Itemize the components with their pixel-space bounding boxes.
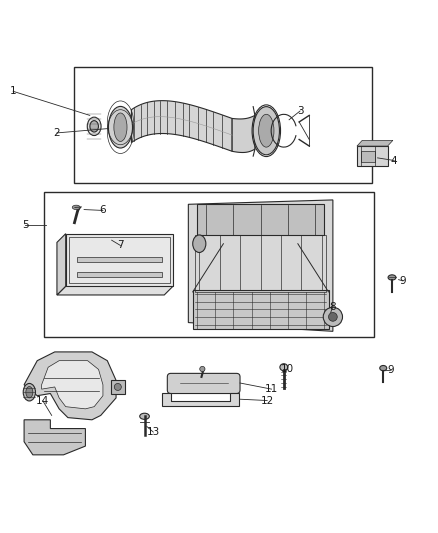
Polygon shape: [357, 146, 388, 166]
Text: 2: 2: [53, 128, 60, 138]
FancyBboxPatch shape: [77, 272, 162, 278]
Text: 5: 5: [22, 220, 29, 230]
Text: 4: 4: [391, 156, 398, 166]
Polygon shape: [57, 286, 173, 295]
Text: 7: 7: [117, 240, 124, 251]
Ellipse shape: [388, 275, 396, 280]
Text: 9: 9: [388, 365, 395, 375]
Polygon shape: [162, 393, 239, 406]
Polygon shape: [24, 420, 85, 455]
Text: 8: 8: [329, 302, 336, 312]
Text: 1: 1: [10, 86, 17, 96]
Text: 14: 14: [36, 396, 49, 406]
Ellipse shape: [87, 117, 101, 135]
Text: 9: 9: [399, 276, 406, 286]
Ellipse shape: [140, 413, 149, 419]
Polygon shape: [188, 200, 333, 332]
FancyBboxPatch shape: [167, 374, 240, 393]
Ellipse shape: [193, 235, 206, 253]
Polygon shape: [66, 233, 173, 286]
Polygon shape: [24, 352, 116, 420]
Text: 3: 3: [297, 106, 304, 116]
Polygon shape: [42, 361, 103, 409]
Polygon shape: [357, 140, 393, 146]
Ellipse shape: [114, 113, 127, 141]
Circle shape: [323, 307, 343, 327]
Polygon shape: [131, 101, 232, 151]
Ellipse shape: [90, 120, 99, 132]
Ellipse shape: [253, 107, 279, 155]
Text: 10: 10: [280, 365, 293, 374]
FancyBboxPatch shape: [77, 257, 162, 262]
Ellipse shape: [258, 114, 274, 147]
Circle shape: [328, 312, 337, 321]
Ellipse shape: [72, 205, 80, 209]
Ellipse shape: [108, 107, 132, 148]
FancyBboxPatch shape: [193, 290, 328, 329]
Ellipse shape: [23, 383, 35, 401]
FancyBboxPatch shape: [74, 67, 372, 183]
Text: 11: 11: [265, 384, 278, 394]
Polygon shape: [57, 233, 66, 295]
Text: 12: 12: [261, 395, 274, 406]
Text: 6: 6: [99, 205, 106, 215]
Ellipse shape: [280, 364, 288, 371]
Circle shape: [200, 366, 205, 372]
Ellipse shape: [26, 386, 33, 398]
Ellipse shape: [380, 366, 387, 371]
FancyBboxPatch shape: [197, 204, 324, 235]
Polygon shape: [232, 115, 255, 152]
FancyBboxPatch shape: [44, 192, 374, 336]
FancyBboxPatch shape: [111, 379, 125, 394]
FancyBboxPatch shape: [361, 151, 375, 162]
Text: 13: 13: [147, 427, 160, 437]
Circle shape: [114, 383, 121, 391]
